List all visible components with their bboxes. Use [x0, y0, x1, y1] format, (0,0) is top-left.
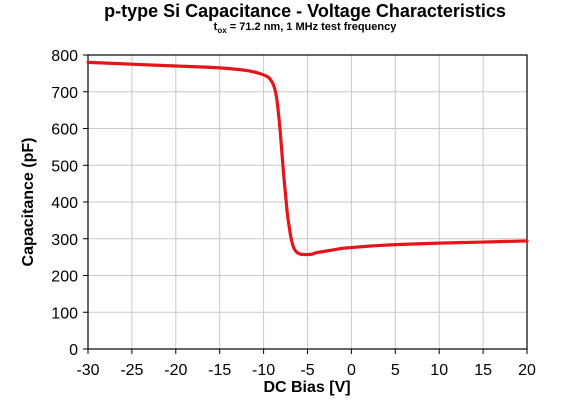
- y-tick-label: 100: [51, 305, 78, 322]
- x-tick-label: -10: [252, 362, 275, 379]
- y-tick-label: 400: [51, 195, 78, 212]
- x-tick-label: -5: [300, 362, 314, 379]
- x-tick-label: -20: [164, 362, 187, 379]
- x-tick-label: 10: [430, 362, 448, 379]
- y-tick-label: 200: [51, 269, 78, 286]
- chart-subtitle: tox = 71.2 nm, 1 MHz test frequency: [0, 21, 562, 35]
- grid-layer: [88, 55, 527, 349]
- y-tick-label: 0: [69, 342, 78, 359]
- x-tick-label: 15: [474, 362, 492, 379]
- x-tick-label: 0: [347, 362, 356, 379]
- series-layer: [86, 60, 529, 257]
- cv-series-line: [86, 60, 529, 257]
- x-tick-label: -15: [208, 362, 231, 379]
- x-tick-label: 20: [518, 362, 536, 379]
- tick-layer: -30 -25 -20 -15 -10 -5 0 5 10 15 20010020030040050…: [51, 48, 536, 379]
- x-axis-label: DC Bias [V]: [263, 379, 350, 396]
- subtitle-subscript: ox: [217, 26, 227, 36]
- y-tick-label: 500: [51, 158, 78, 175]
- subtitle-t: t: [213, 21, 218, 33]
- y-tick-label: 700: [51, 85, 78, 102]
- subtitle-text: = 71.2 nm, 1 MHz test frequency: [226, 21, 397, 33]
- x-tick-label: 5: [391, 362, 400, 379]
- y-tick-label: 800: [51, 48, 78, 65]
- y-axis-label: Capacitance (pF): [20, 138, 37, 267]
- y-tick-label: 300: [51, 232, 78, 249]
- chart-title: p-type Si Capacitance - Voltage Characte…: [104, 1, 506, 21]
- x-tick-label: -30: [76, 362, 99, 379]
- x-tick-label: -25: [120, 362, 143, 379]
- y-tick-label: 600: [51, 122, 78, 139]
